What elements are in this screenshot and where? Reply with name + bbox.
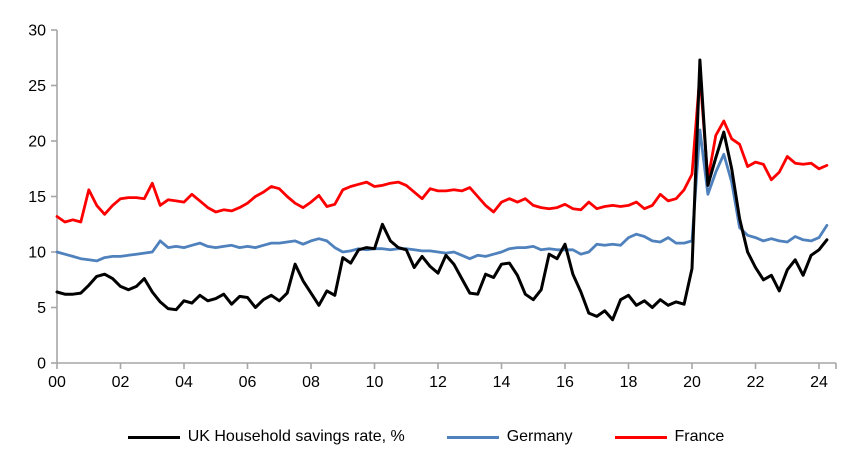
germany-legend-label: Germany [506,428,573,445]
svg-text:0: 0 [37,356,46,373]
svg-text:15: 15 [28,189,46,206]
svg-text:00: 00 [48,374,66,391]
svg-text:22: 22 [747,374,765,391]
svg-text:25: 25 [28,78,46,95]
svg-text:10: 10 [366,374,384,391]
svg-text:12: 12 [429,374,447,391]
svg-text:5: 5 [37,300,46,317]
chart-plot-area: 0 5 10 15 20 25 30 00 02 04 06 08 10 12 14 16 18 20 22 24 [28,23,837,391]
uk-legend-label: UK Household savings rate, % [187,428,405,445]
svg-text:18: 18 [620,374,638,391]
svg-text:04: 04 [175,374,193,391]
svg-text:20: 20 [683,374,701,391]
france-line-swatch [614,435,667,439]
svg-text:02: 02 [112,374,130,391]
legend-item-germany: Germany [446,428,573,446]
svg-text:10: 10 [28,245,46,262]
legend-item-uk: UK Household savings rate, % [127,428,405,446]
svg-text:30: 30 [28,23,46,40]
svg-text:20: 20 [28,134,46,151]
svg-text:24: 24 [810,374,828,391]
france-legend-label: France [674,428,725,445]
svg-text:14: 14 [493,374,511,391]
legend-item-france: France [614,428,725,446]
uk-line-swatch [127,435,180,439]
svg-text:06: 06 [239,374,257,391]
svg-text:08: 08 [302,374,320,391]
chart-legend: UK Household savings rate, % Germany Fra… [0,428,852,446]
germany-line-swatch [446,435,499,439]
svg-text:16: 16 [556,374,574,391]
